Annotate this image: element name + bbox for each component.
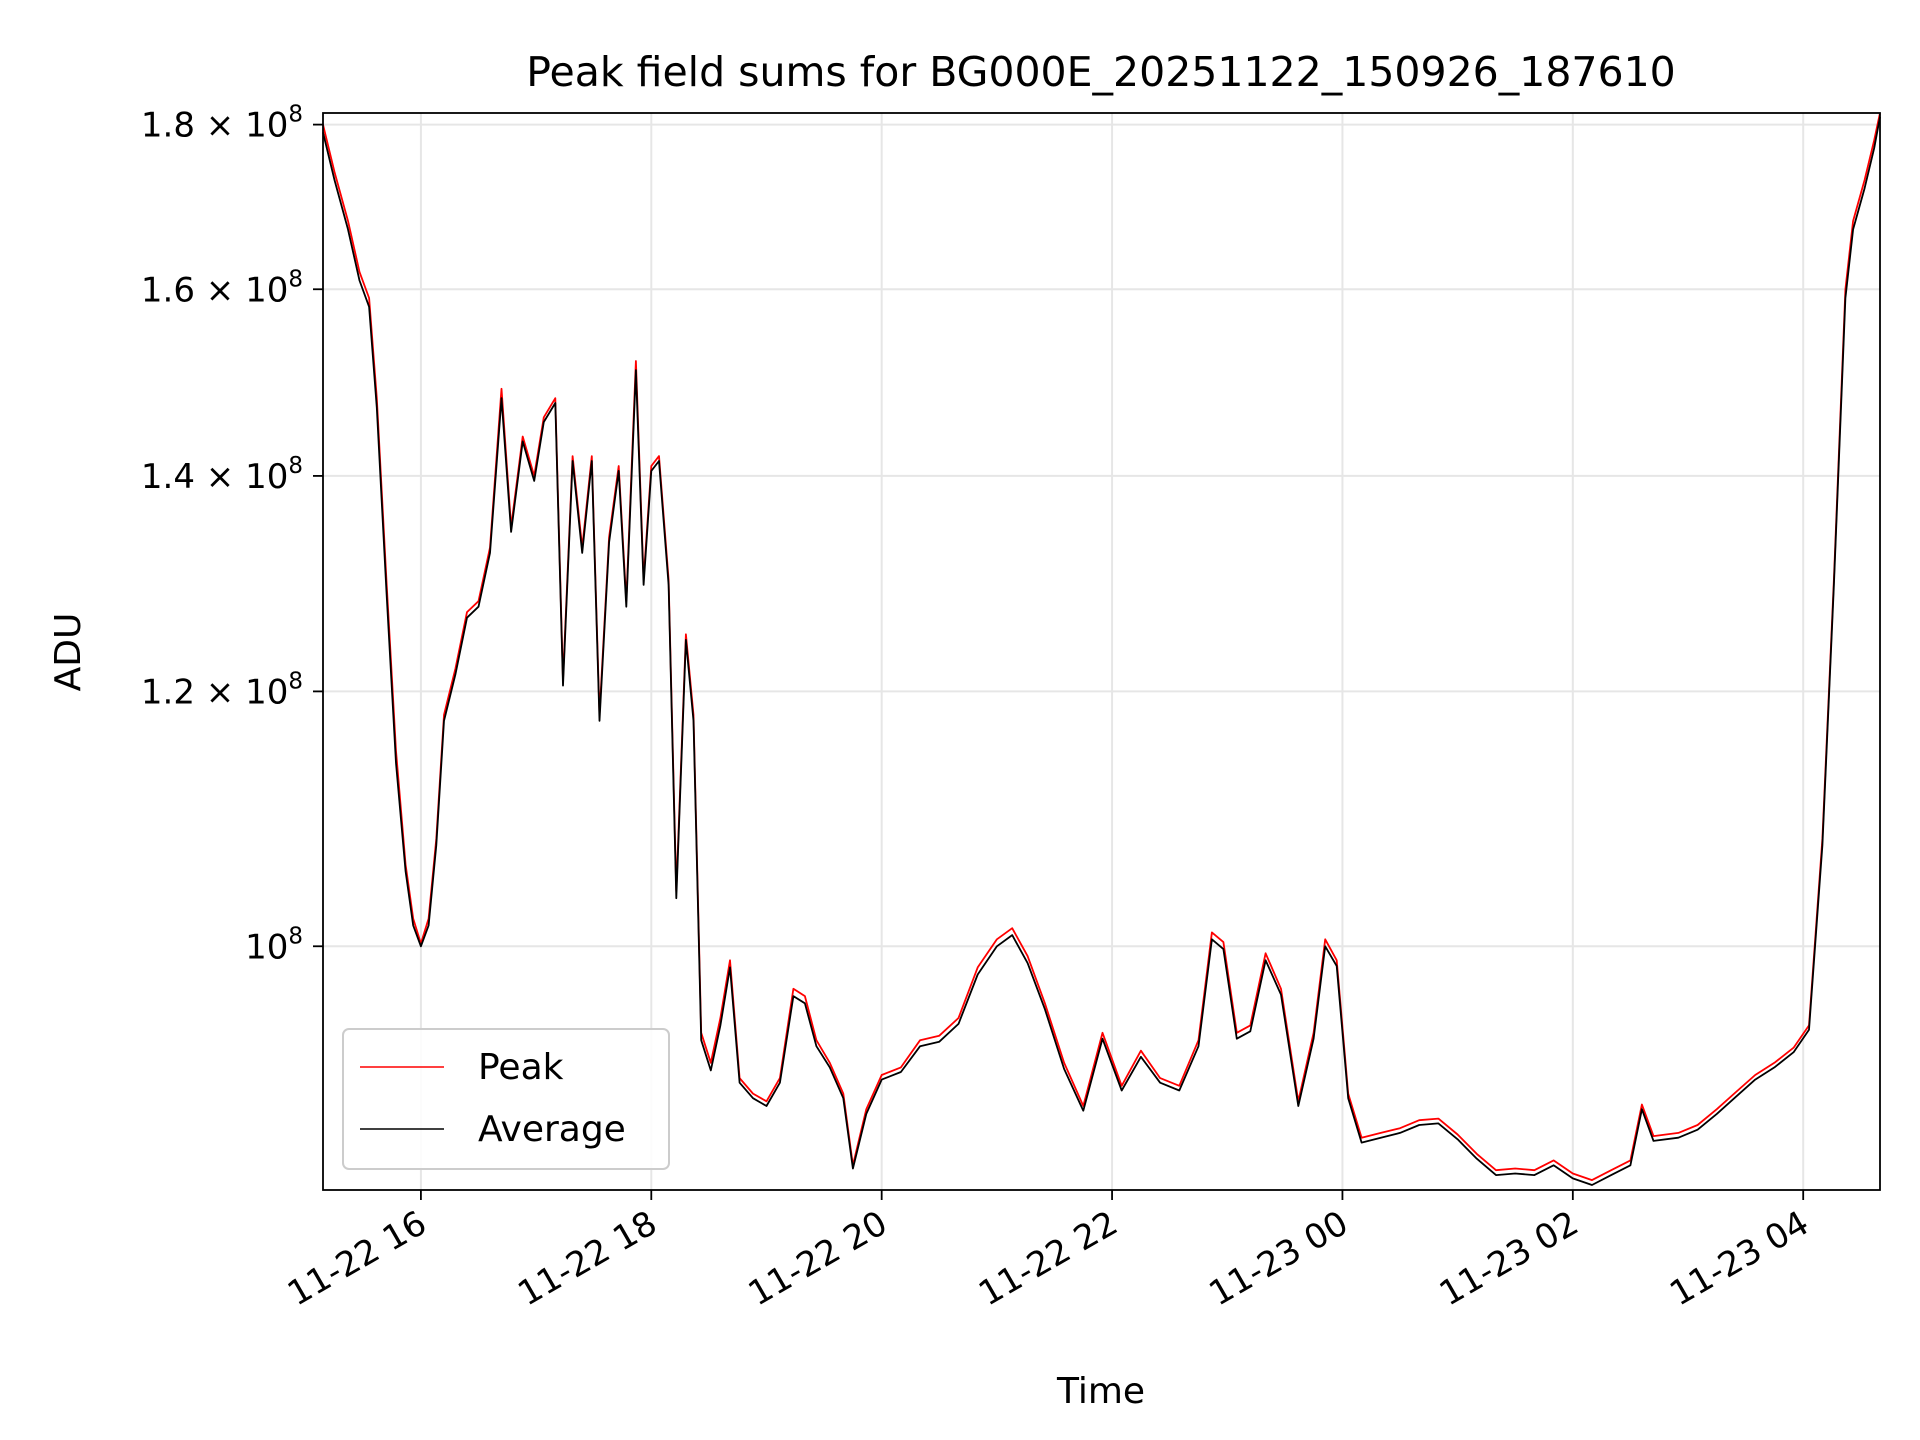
grid-lines (323, 113, 1880, 1190)
y-tick-label: 1.8 × 108 (141, 102, 303, 146)
y-axis: 108 1.2 × 108 1.4 × 108 1.6 × 108 1.8 × 108 (141, 102, 323, 967)
legend-label-peak: Peak (478, 1047, 564, 1088)
series-lines (322, 112, 1881, 1186)
x-axis-label: Time (1056, 1371, 1145, 1412)
y-axis-label: ADU (48, 613, 89, 692)
legend-label-average: Average (478, 1109, 626, 1150)
y-tick-label: 1.2 × 108 (141, 668, 303, 712)
y-tick-label: 1.4 × 108 (141, 453, 303, 497)
y-tick-label: 1.6 × 108 (141, 266, 303, 310)
chart-title: Peak field sums for BG000E_20251122_1509… (526, 48, 1676, 96)
y-tick-label: 108 (245, 923, 303, 967)
plot-frame (322, 112, 1881, 1191)
series-line-average (322, 116, 1881, 1186)
legend-box (342, 1028, 670, 1170)
legend: Peak Average (342, 1028, 670, 1170)
